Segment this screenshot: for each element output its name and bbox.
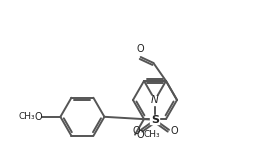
Bar bbox=[150, 96, 160, 105]
Text: O: O bbox=[170, 126, 178, 136]
Text: O: O bbox=[137, 44, 145, 53]
Text: S: S bbox=[151, 115, 159, 125]
Text: CH₃: CH₃ bbox=[19, 112, 35, 121]
Text: O: O bbox=[132, 126, 140, 136]
Text: N: N bbox=[151, 95, 159, 105]
Text: O: O bbox=[137, 130, 145, 140]
Text: O: O bbox=[35, 112, 42, 122]
Bar bbox=[150, 115, 160, 124]
Text: CH₃: CH₃ bbox=[144, 130, 161, 139]
